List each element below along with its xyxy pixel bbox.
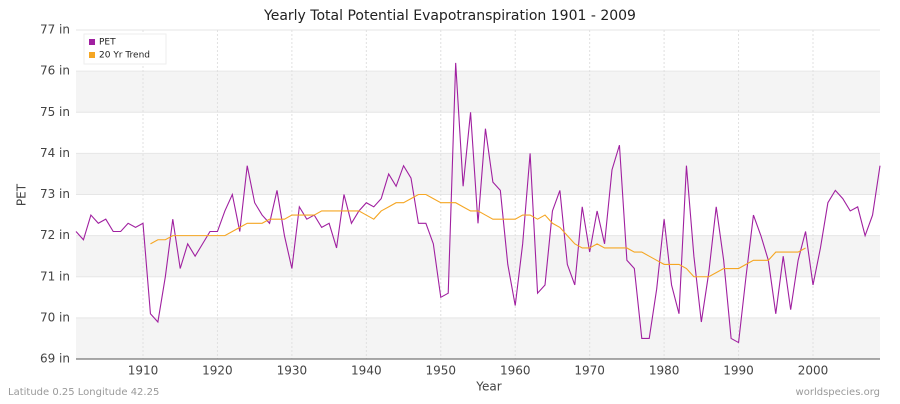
y-axis-label: PET	[15, 183, 29, 206]
x-tick-label: 1950	[426, 364, 457, 378]
grid-band	[76, 71, 880, 113]
grid-band	[76, 153, 880, 195]
x-tick-label: 1940	[351, 364, 382, 378]
x-axis-label: Year	[475, 380, 501, 394]
y-tick-label: 71 in	[40, 269, 70, 283]
grid-band	[76, 235, 880, 277]
y-tick-label: 76 in	[40, 64, 70, 78]
grid-band	[76, 317, 880, 359]
footer-left: Latitude 0.25 Longitude 42.25	[8, 387, 159, 398]
x-tick-label: 1980	[649, 364, 680, 378]
y-tick-label: 70 in	[40, 310, 70, 324]
x-tick-label: 1910	[128, 364, 159, 378]
x-tick-label: 1970	[574, 364, 605, 378]
legend-label: PET	[99, 38, 116, 48]
y-tick-label: 75 in	[40, 105, 70, 119]
chart-title: Yearly Total Potential Evapotranspiratio…	[263, 8, 636, 24]
legend-swatch	[89, 52, 95, 58]
x-tick-label: 1990	[723, 364, 754, 378]
legend-swatch	[89, 39, 95, 45]
x-tick-label: 1930	[277, 364, 308, 378]
y-tick-label: 77 in	[40, 23, 70, 37]
legend-label: 20 Yr Trend	[99, 51, 150, 61]
series-line	[75, 62, 881, 344]
x-tick-label: 2000	[798, 364, 829, 378]
series-line	[150, 193, 806, 278]
footer-right: worldspecies.org	[796, 387, 880, 398]
x-tick-label: 1920	[202, 364, 233, 378]
x-tick-label: 1960	[500, 364, 531, 378]
y-tick-label: 69 in	[40, 352, 70, 366]
legend-box	[83, 33, 167, 65]
y-tick-label: 72 in	[40, 228, 70, 242]
y-tick-label: 74 in	[40, 146, 70, 160]
y-tick-label: 73 in	[40, 187, 70, 201]
